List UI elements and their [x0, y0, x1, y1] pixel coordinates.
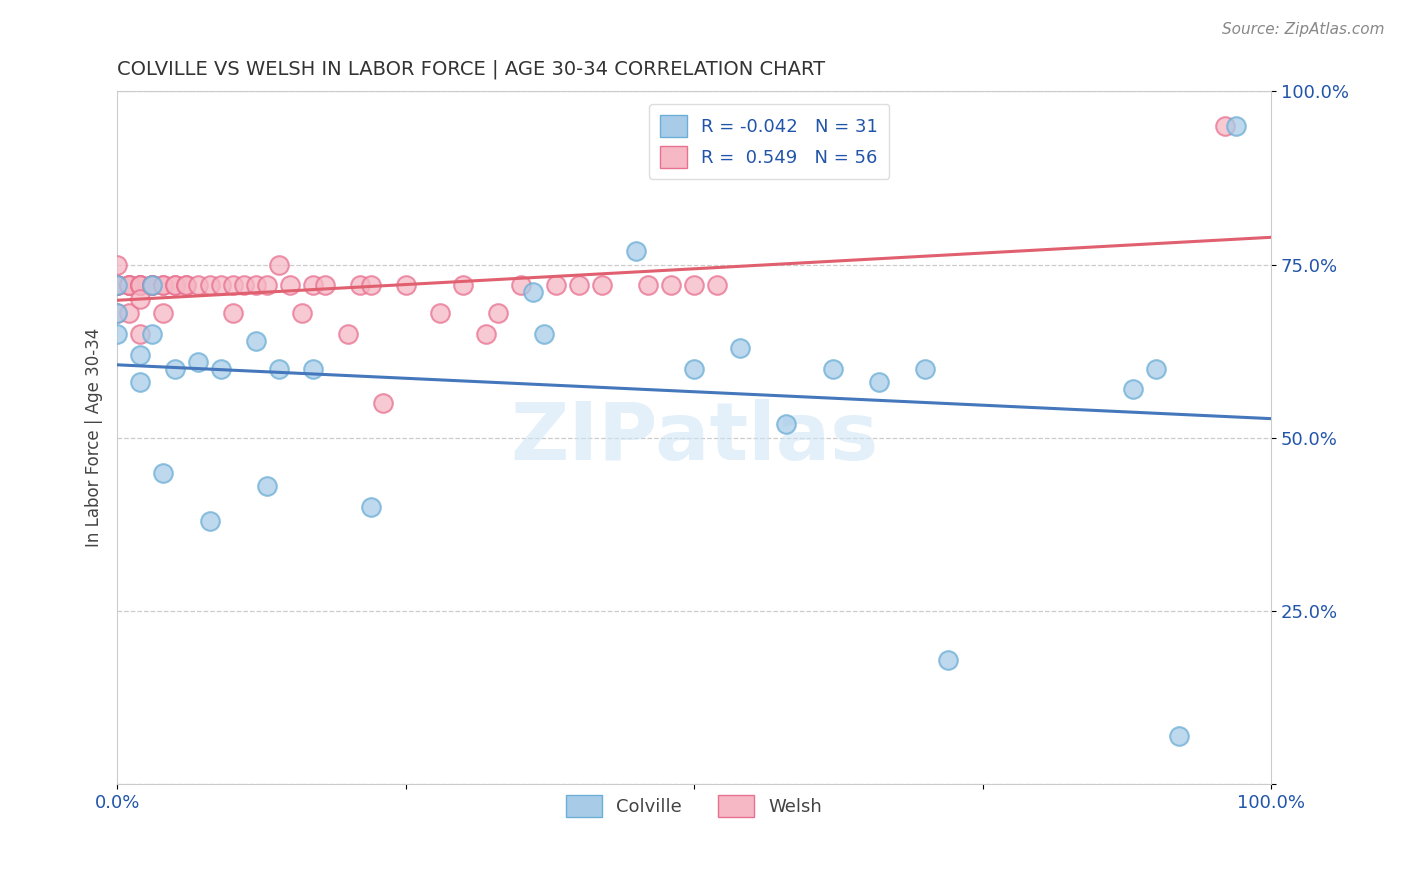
Point [302, 361, 325, 376]
Point [278, 278, 301, 293]
Point [163, 278, 186, 293]
Point [198, 514, 221, 528]
Point [544, 278, 567, 293]
Point [1144, 361, 1167, 376]
Point [868, 376, 890, 390]
Point [522, 285, 544, 300]
Point [141, 326, 163, 341]
Point [141, 278, 163, 293]
Text: COLVILLE VS WELSH IN LABOR FORCE | AGE 30-34 CORRELATION CHART: COLVILLE VS WELSH IN LABOR FORCE | AGE 3… [117, 60, 825, 79]
Point [118, 306, 141, 320]
Point [1225, 119, 1247, 133]
Point [1167, 729, 1189, 743]
Point [129, 278, 152, 293]
Point [245, 278, 267, 293]
Y-axis label: In Labor Force | Age 30-34: In Labor Force | Age 30-34 [86, 328, 103, 548]
Point [1213, 119, 1236, 133]
Point [209, 361, 232, 376]
Point [291, 306, 314, 320]
Point [105, 278, 128, 293]
Point [533, 326, 555, 341]
Text: ZIPatlas: ZIPatlas [510, 399, 879, 477]
Point [626, 244, 648, 258]
Point [360, 500, 382, 515]
Point [129, 348, 152, 362]
Point [336, 326, 359, 341]
Point [267, 258, 290, 272]
Point [371, 396, 394, 410]
Point [245, 334, 267, 348]
Point [936, 653, 959, 667]
Point [256, 278, 278, 293]
Point [1122, 382, 1144, 396]
Point [105, 278, 128, 293]
Point [221, 306, 243, 320]
Point [395, 278, 418, 293]
Point [152, 466, 174, 480]
Point [152, 278, 174, 293]
Point [187, 354, 209, 368]
Point [105, 326, 128, 341]
Point [129, 278, 152, 293]
Point [141, 278, 163, 293]
Point [118, 278, 141, 293]
Point [314, 278, 336, 293]
Point [118, 278, 141, 293]
Text: Source: ZipAtlas.com: Source: ZipAtlas.com [1222, 22, 1385, 37]
Point [105, 278, 128, 293]
Point [105, 278, 128, 293]
Point [486, 306, 509, 320]
Point [637, 278, 659, 293]
Point [233, 278, 256, 293]
Point [256, 479, 278, 493]
Point [152, 278, 174, 293]
Point [775, 417, 797, 431]
Point [141, 278, 163, 293]
Point [105, 306, 128, 320]
Point [221, 278, 243, 293]
Point [821, 361, 844, 376]
Point [105, 306, 128, 320]
Point [163, 278, 186, 293]
Point [118, 278, 141, 293]
Point [706, 278, 728, 293]
Point [730, 341, 752, 355]
Point [209, 278, 232, 293]
Point [129, 326, 152, 341]
Point [568, 278, 591, 293]
Point [475, 326, 498, 341]
Point [198, 278, 221, 293]
Point [163, 361, 186, 376]
Point [152, 306, 174, 320]
Point [349, 278, 371, 293]
Legend: Colville, Welsh: Colville, Welsh [558, 788, 830, 824]
Point [105, 278, 128, 293]
Point [267, 361, 290, 376]
Point [683, 361, 706, 376]
Point [176, 278, 198, 293]
Point [129, 278, 152, 293]
Point [129, 292, 152, 306]
Point [129, 376, 152, 390]
Point [659, 278, 682, 293]
Point [429, 306, 451, 320]
Point [105, 258, 128, 272]
Point [510, 278, 533, 293]
Point [453, 278, 475, 293]
Point [914, 361, 936, 376]
Point [360, 278, 382, 293]
Point [187, 278, 209, 293]
Point [591, 278, 613, 293]
Point [302, 278, 325, 293]
Point [141, 278, 163, 293]
Point [176, 278, 198, 293]
Point [683, 278, 706, 293]
